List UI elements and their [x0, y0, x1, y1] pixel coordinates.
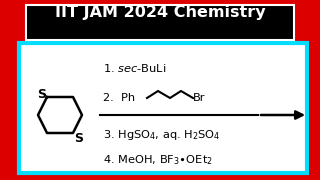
Text: 1. $\it{sec}$-BuLi: 1. $\it{sec}$-BuLi [103, 62, 166, 74]
Text: IIT JAM 2024 Chemistry: IIT JAM 2024 Chemistry [55, 4, 265, 19]
Text: 3. HgSO$_4$, aq. H$_2$SO$_4$: 3. HgSO$_4$, aq. H$_2$SO$_4$ [103, 128, 220, 142]
Text: Br: Br [193, 93, 205, 103]
Text: 2.  Ph: 2. Ph [103, 93, 135, 103]
Bar [26, 5, 294, 40]
Bar [19, 43, 307, 173]
Text: 4. MeOH, BF$_3$$\bullet$OEt$_2$: 4. MeOH, BF$_3$$\bullet$OEt$_2$ [103, 153, 213, 167]
Text: S: S [37, 89, 46, 102]
Text: S: S [75, 132, 84, 145]
